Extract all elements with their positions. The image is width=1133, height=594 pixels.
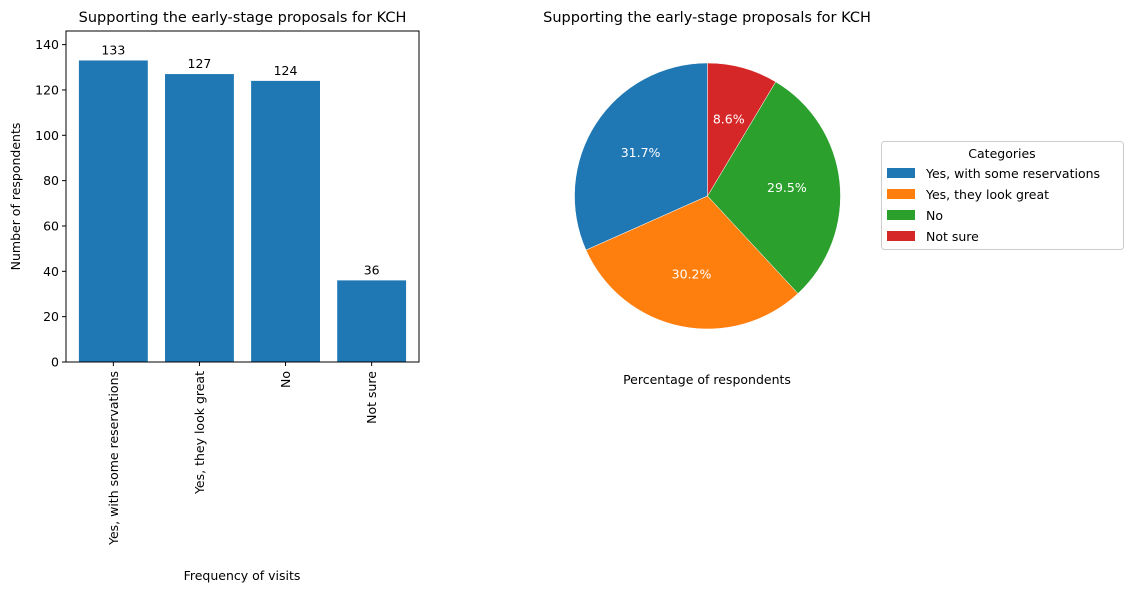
legend-frame	[881, 141, 1124, 250]
y-tick-label: 100	[35, 128, 59, 143]
bar-chart: Supporting the early-stage proposals for…	[8, 10, 420, 583]
pie-slice	[707, 62, 777, 197]
bar-chart-title: Supporting the early-stage proposals for…	[79, 10, 407, 26]
legend-label: Not sure	[926, 229, 979, 244]
x-tick-label: Yes, they look great	[192, 371, 207, 495]
legend-swatch	[887, 189, 915, 199]
bar-plot-frame	[65, 30, 420, 363]
legend-items: Yes, with some reservations Yes, they loo…	[887, 166, 1100, 244]
bar-value-label: 36	[364, 262, 380, 277]
bar-value-label: 124	[274, 63, 298, 78]
pie-percent-label: 30.2%	[672, 267, 712, 282]
bar-x-axis-label: Frequency of visits	[184, 568, 301, 583]
y-tick-label: 80	[43, 173, 59, 188]
legend-title: Categories	[968, 146, 1035, 161]
bar	[165, 74, 234, 362]
y-tick-label: 120	[35, 82, 59, 97]
legend-swatch	[887, 168, 915, 178]
bar	[337, 280, 407, 362]
pie-percent-labels: 31.7% 30.2% 29.5% 8.6%	[621, 112, 807, 282]
pie-slices	[574, 62, 841, 330]
legend-label: No	[926, 208, 943, 223]
pie-percent-label: 31.7%	[621, 145, 661, 160]
bar-marks: 133 127 124 36	[78, 42, 407, 363]
pie-chart: Supporting the early-stage proposals for…	[543, 10, 871, 387]
pie-percent-label: 29.5%	[767, 180, 807, 195]
legend-swatch	[887, 231, 915, 241]
pie-legend: Categories Yes, with some reservationsYe…	[881, 141, 1124, 250]
legend-swatch	[887, 210, 915, 220]
bar	[78, 60, 148, 363]
bar-y-axis-label: Number of respondents	[8, 123, 23, 271]
bar-y-axis-ticks: 0 20 40 60 80 100 120 140	[35, 37, 66, 370]
bar-value-label: 127	[188, 56, 212, 71]
bar-x-axis-ticks: Yes, with some reservations Yes, they loo…	[106, 362, 379, 546]
x-tick-label: No	[278, 371, 293, 388]
pie-percent-label: 8.6%	[713, 112, 745, 127]
y-tick-label: 60	[43, 218, 59, 233]
legend-label: Yes, with some reservations	[925, 166, 1100, 181]
pie-x-axis-label: Percentage of respondents	[623, 372, 791, 387]
legend-label: Yes, they look great	[925, 187, 1049, 202]
pie-slice	[574, 62, 708, 251]
y-tick-label: 20	[43, 309, 59, 324]
x-tick-label: Not sure	[364, 371, 379, 424]
bar	[251, 80, 320, 362]
pie-slice	[585, 195, 799, 330]
y-tick-label: 40	[43, 264, 59, 279]
bar-value-label: 133	[101, 42, 125, 57]
y-tick-label: 0	[51, 355, 59, 370]
pie-chart-title: Supporting the early-stage proposals for…	[543, 10, 871, 26]
x-tick-label: Yes, with some reservations	[106, 371, 121, 546]
pie-slice	[707, 81, 841, 294]
y-tick-label: 140	[35, 37, 59, 52]
